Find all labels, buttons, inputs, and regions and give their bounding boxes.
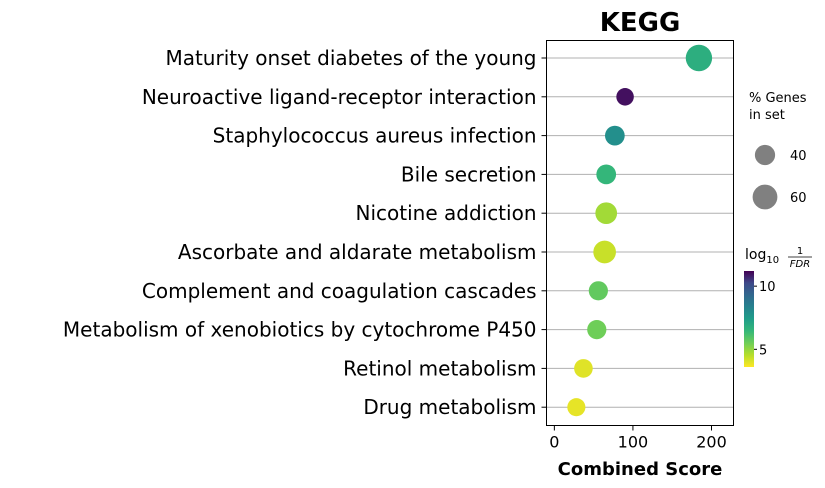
y-tick-label: Nicotine addiction bbox=[356, 201, 537, 225]
y-tick-label: Retinol metabolism bbox=[343, 356, 536, 380]
size-legend: % Genes in set 40 60 bbox=[749, 91, 807, 210]
colorbar-tick-label: 5 bbox=[759, 343, 767, 358]
data-point bbox=[596, 164, 617, 185]
data-point bbox=[567, 398, 586, 417]
size-legend-marker bbox=[752, 184, 778, 210]
size-legend-marker bbox=[754, 144, 776, 166]
colorbar-gradient bbox=[744, 271, 754, 367]
data-point bbox=[587, 320, 607, 340]
size-legend-label: 40 bbox=[790, 149, 807, 164]
data-point bbox=[616, 88, 634, 106]
y-tick-label: Staphylococcus aureus infection bbox=[213, 124, 537, 148]
x-axis: 0 100 200 bbox=[549, 425, 727, 452]
y-tick-label: Drug metabolism bbox=[363, 395, 536, 419]
colorbar-title-numerator: 1 bbox=[797, 246, 803, 257]
x-tick-label: 100 bbox=[618, 433, 649, 452]
x-tick-label: 0 bbox=[549, 433, 559, 452]
data-point bbox=[595, 202, 618, 225]
data-point bbox=[574, 359, 593, 378]
x-tick-label: 200 bbox=[696, 433, 727, 452]
colorbar-title-denominator: FDR bbox=[790, 259, 810, 270]
x-axis-label: Combined Score bbox=[558, 459, 723, 480]
y-tick-label: Neuroactive ligand-receptor interaction bbox=[142, 85, 537, 109]
colorbar: log10 1 FDR 10 5 bbox=[744, 246, 812, 367]
grid-lines bbox=[546, 57, 734, 408]
size-legend-title-line2: in set bbox=[749, 108, 785, 123]
plot-frame bbox=[546, 40, 734, 426]
data-point bbox=[593, 240, 616, 264]
data-point bbox=[604, 125, 625, 146]
y-tick-label: Complement and coagulation cascades bbox=[142, 279, 537, 303]
data-points bbox=[567, 44, 713, 417]
colorbar-tick-label: 10 bbox=[759, 280, 776, 295]
colorbar-title-log: log10 bbox=[745, 247, 779, 266]
y-tick-label: Maturity onset diabetes of the young bbox=[165, 46, 536, 70]
chart-title: KEGG bbox=[600, 8, 681, 38]
y-tick-label: Bile secretion bbox=[401, 162, 537, 186]
size-legend-label: 60 bbox=[790, 191, 807, 206]
size-legend-title-line1: % Genes bbox=[749, 91, 807, 106]
y-axis: Maturity onset diabetes of the young Neur… bbox=[63, 46, 547, 419]
data-point bbox=[685, 44, 713, 72]
y-tick-label: Ascorbate and aldarate metabolism bbox=[178, 240, 537, 264]
data-point bbox=[588, 281, 608, 301]
y-tick-label: Metabolism of xenobiotics by cytochrome … bbox=[63, 318, 537, 342]
